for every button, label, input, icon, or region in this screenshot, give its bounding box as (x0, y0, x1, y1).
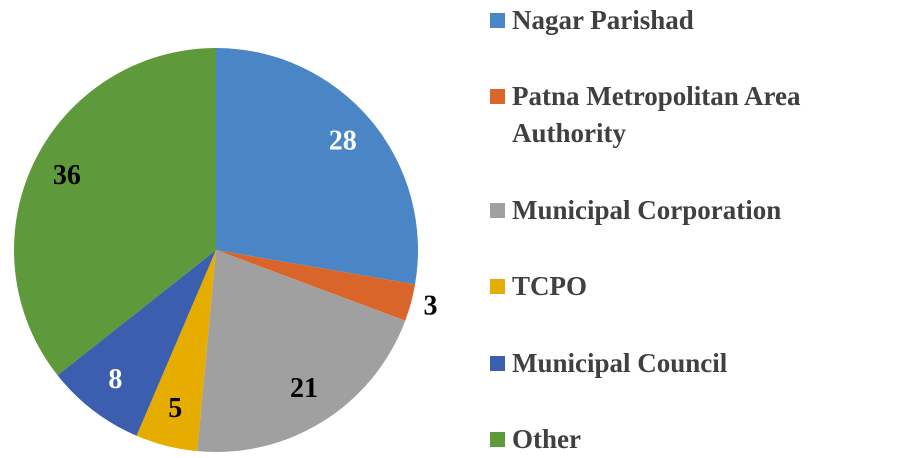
legend-swatch (490, 89, 505, 105)
legend-swatch (490, 355, 505, 371)
legend-label: Nagar Parishad (512, 5, 694, 35)
legend-swatch (490, 202, 505, 218)
legend-label: Other (512, 423, 581, 454)
pie-slice (216, 250, 416, 321)
data-label: 5 (168, 393, 182, 424)
legend-swatch (490, 13, 505, 28)
legend-label: TCPO (512, 271, 588, 302)
data-label: 36 (53, 160, 81, 191)
pie-slice (57, 250, 216, 436)
pie-slice (216, 48, 418, 285)
legend-swatch (490, 279, 505, 295)
pie-slice (13, 47, 216, 376)
legend-item: Nagar Parishad (490, 2, 890, 39)
legend-item: Patna Metropolitan Area Authority (490, 78, 890, 152)
data-label: 21 (290, 373, 318, 404)
data-label: 8 (108, 364, 122, 395)
legend: Nagar Parishad Patna Metropolitan Area Au… (490, 0, 890, 458)
data-label: 28 (329, 126, 357, 157)
legend-item: Municipal Corporation (490, 192, 890, 229)
legend-label: Municipal Corporation (512, 194, 782, 225)
legend-item: TCPO (490, 268, 890, 305)
legend-item: Other (490, 421, 890, 458)
pie-slice (197, 250, 406, 452)
legend-label: Patna Metropolitan Area Authority (512, 81, 801, 149)
pie-slice (136, 250, 216, 452)
data-label: 3 (423, 290, 437, 321)
pie-chart: 28 3 21 5 8 36 (13, 47, 437, 452)
legend-swatch (490, 431, 505, 447)
legend-label: Municipal Council (512, 347, 728, 378)
legend-item: Municipal Council (490, 345, 890, 382)
